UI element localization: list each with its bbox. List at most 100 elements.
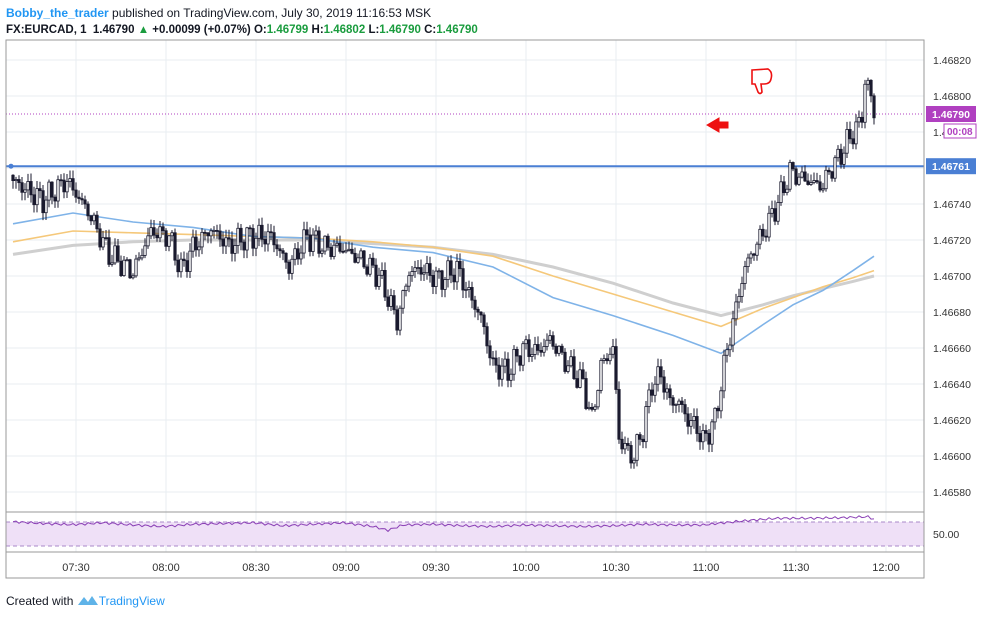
candle-body [419,267,423,275]
candle-body [830,171,834,179]
candle-body [155,234,159,239]
candle-body [734,301,738,320]
candle-body [320,250,324,254]
candle-body [527,339,531,357]
candle-body [209,230,213,237]
candle-body [602,358,606,361]
candle-body [311,234,315,252]
candle-body [275,244,279,250]
candle-body [98,228,102,248]
candle-body [824,169,828,190]
red-arrow-icon [706,117,729,133]
candle-body [161,226,165,232]
candle-body [137,257,141,260]
candle-body [59,179,63,182]
candle-body [410,271,414,277]
candle-body [809,182,813,185]
candle-body [785,188,789,194]
candle-body [455,260,459,283]
candle-body [758,228,762,245]
low-label: L: [368,24,380,36]
symbol-label[interactable]: FX:EURCAD, 1 [6,24,87,36]
candle-body [644,406,648,443]
publish-info: published on TradingView.com, July 30, 2… [112,6,432,20]
chart-border [5,39,925,579]
candle-body [422,272,426,275]
rsi-pane: 50.00 [6,515,959,547]
candle-body [650,389,654,396]
candle-body [851,138,855,145]
candle-body [389,295,393,307]
candle-body [356,257,360,263]
time-tick-label: 12:00 [872,562,900,574]
candle-body [263,238,267,245]
candle-body [20,182,24,193]
candle-body [92,214,96,222]
candle-body [107,237,111,265]
horizontal-level-line[interactable] [6,113,924,169]
candle-body [854,121,858,145]
candle-body [533,344,537,355]
candle-body [638,434,642,440]
candle-body [296,248,300,260]
candle-body [701,430,705,443]
price-tick-label: 1.46800 [933,91,971,103]
candle-body [431,275,435,287]
tradingview-logo-icon [77,596,98,605]
candle-body [143,245,147,256]
candle-body [491,357,495,360]
candle-body [254,237,258,249]
candle-body [797,176,801,185]
candle-body [179,258,183,273]
candle-body [620,438,624,450]
candle-body [668,388,672,399]
candle-body [125,259,129,262]
candle-body [50,181,54,198]
candle-body [26,181,30,191]
candle-body [752,253,756,256]
candle-body [803,171,807,182]
candle-body [95,214,99,230]
candle-body [596,390,600,408]
candle-body [665,388,669,393]
candle-body [212,229,216,232]
candle-body [770,208,774,214]
candle-body [47,181,51,201]
candle-body [305,229,309,236]
countdown-text: 00:08 [947,127,973,138]
created-with-label: Created with [6,594,74,608]
candle-body [680,400,684,405]
candle-body [386,296,390,307]
candle-body [398,307,402,331]
candle-body [857,116,861,123]
candle-body [740,283,744,297]
candle-body [662,376,666,393]
candle-body [587,406,591,409]
candle-body [335,242,339,246]
candle-body [779,181,783,203]
author-link[interactable]: Bobby_the_trader [6,6,109,20]
candle-body [443,279,447,290]
candle-body [71,178,75,191]
candle-body [554,345,558,354]
candle-body [536,344,540,351]
rsi-band [6,522,924,546]
candle-body [152,227,156,236]
candle-body [428,263,432,276]
tradingview-link[interactable]: TradingView [98,594,165,608]
candle-body [515,348,519,357]
candle-body [146,235,150,247]
annotations[interactable]: 1.46761 1.46790 00:08 [706,68,977,175]
candle-body [746,257,750,268]
candle-body [284,252,288,263]
candle-body [641,438,645,443]
candle-body [287,261,291,274]
candle-body [122,259,126,276]
price-tick-label: 1.46740 [933,199,971,211]
candle-body [35,188,39,206]
thumbs-down-icon [751,68,773,95]
candle-body [872,95,876,119]
candle-body [434,270,438,287]
current-price-tag [926,106,976,122]
